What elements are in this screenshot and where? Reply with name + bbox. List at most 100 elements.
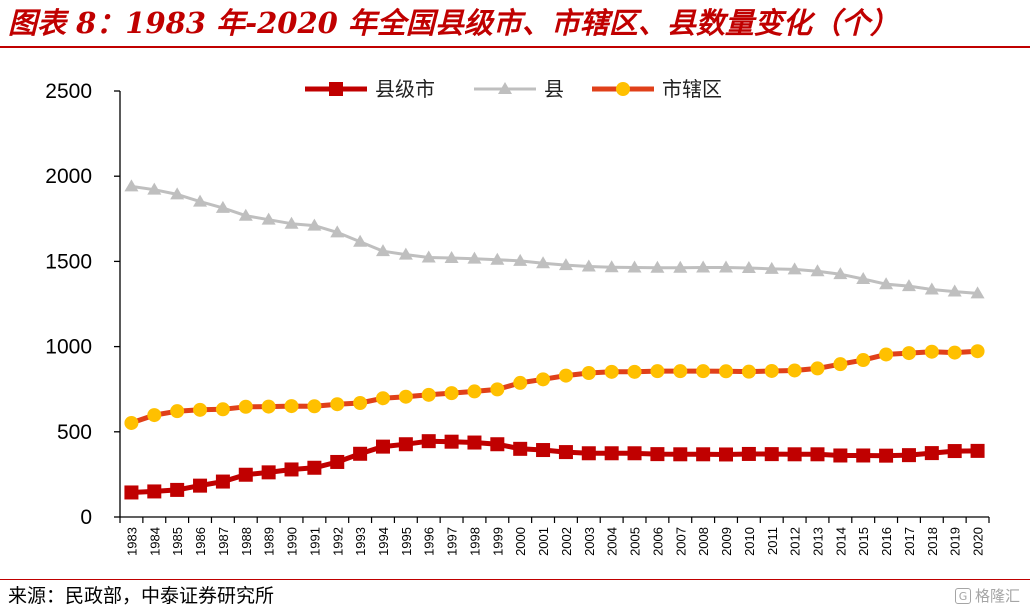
- data-point: [147, 182, 162, 195]
- data-point: [467, 384, 482, 399]
- x-tick-label: 1999: [490, 527, 505, 556]
- data-point: [650, 260, 665, 273]
- data-point: [901, 279, 916, 292]
- data-point: [924, 446, 939, 461]
- data-point: [330, 454, 345, 469]
- x-tick-label: 2016: [879, 527, 894, 556]
- x-tick-label: 2000: [513, 527, 528, 556]
- data-point: [330, 225, 345, 238]
- data-point: [856, 448, 871, 463]
- data-point: [673, 447, 688, 462]
- title-underline: [0, 46, 1030, 48]
- data-point: [924, 344, 939, 359]
- data-point: [833, 357, 848, 372]
- x-tick-label: 1993: [353, 527, 368, 556]
- legend-label: 县: [544, 77, 564, 101]
- data-point: [284, 399, 299, 414]
- x-tick-label: 1997: [445, 527, 460, 556]
- data-point: [581, 446, 596, 461]
- series-circle: [124, 344, 985, 430]
- data-point: [193, 402, 208, 417]
- data-point: [170, 482, 185, 497]
- data-point: [536, 443, 551, 458]
- x-tick-label: 1994: [376, 527, 391, 556]
- data-point: [490, 252, 505, 265]
- data-point: [764, 447, 779, 462]
- data-point: [307, 460, 322, 475]
- x-tick-label: 2008: [696, 527, 711, 556]
- data-point: [810, 264, 825, 277]
- data-point: [810, 361, 825, 376]
- source-note: 来源：民政部，中泰证券研究所: [8, 585, 275, 607]
- data-point: [193, 478, 208, 493]
- data-point: [581, 366, 596, 381]
- data-point: [147, 408, 162, 423]
- x-tick-label: 1995: [399, 527, 414, 556]
- x-tick-label: 2007: [673, 527, 688, 556]
- data-point: [215, 474, 230, 489]
- data-point: [673, 364, 688, 379]
- data-point: [924, 282, 939, 295]
- legend-item: 县: [474, 77, 564, 101]
- x-tick-label: 2012: [788, 527, 803, 556]
- x-tick-label: 1998: [467, 527, 482, 556]
- data-point: [307, 218, 322, 231]
- data-point: [558, 258, 573, 271]
- data-point: [673, 260, 688, 273]
- x-tick-label: 2003: [582, 527, 597, 556]
- data-point: [421, 387, 436, 402]
- data-point: [398, 389, 413, 404]
- data-point: [627, 364, 642, 379]
- legend-swatch-marker: [498, 82, 512, 94]
- data-point: [856, 271, 871, 284]
- data-point: [513, 375, 528, 390]
- x-tick-label: 2005: [628, 527, 643, 556]
- data-point: [215, 200, 230, 213]
- data-point: [444, 250, 459, 263]
- data-point: [467, 435, 482, 450]
- series-triangle: [124, 179, 985, 299]
- data-point: [856, 353, 871, 368]
- data-point: [879, 277, 894, 290]
- chart-legend: 县级市 县 市辖区: [305, 77, 722, 101]
- legend-swatch-marker: [616, 82, 630, 96]
- x-tick-label: 2017: [902, 527, 917, 556]
- x-tick-label: 1987: [216, 527, 231, 556]
- x-tick-label: 2011: [765, 527, 780, 555]
- x-tick-label: 1991: [307, 527, 322, 556]
- data-point: [650, 364, 665, 379]
- data-point: [536, 372, 551, 387]
- data-point: [970, 286, 985, 299]
- source-divider: [0, 579, 1030, 580]
- data-point: [833, 448, 848, 463]
- data-point: [741, 261, 756, 274]
- data-point: [375, 391, 390, 406]
- x-tick-label: 1989: [262, 527, 277, 556]
- legend-item: 市辖区: [592, 77, 722, 101]
- data-point: [375, 244, 390, 257]
- data-point: [421, 250, 436, 263]
- data-point: [879, 448, 894, 463]
- data-point: [170, 187, 185, 200]
- x-tick-label: 1996: [422, 527, 437, 556]
- data-point: [947, 345, 962, 360]
- data-point: [398, 247, 413, 260]
- data-point: [238, 399, 253, 414]
- y-tick-label: 500: [57, 421, 92, 444]
- data-point: [398, 437, 413, 452]
- x-tick-label: 2013: [810, 527, 825, 556]
- data-point: [604, 446, 619, 461]
- x-tick-label: 1983: [124, 527, 139, 556]
- data-point: [261, 465, 276, 480]
- y-tick-label: 2500: [45, 80, 92, 103]
- x-tick-label: 2009: [719, 527, 734, 556]
- figure-title: 图表 8：1983 年-2020 年全国县级市、市辖区、县数量变化（个）: [8, 6, 899, 40]
- data-point: [513, 253, 528, 266]
- data-point: [238, 208, 253, 221]
- data-point: [444, 386, 459, 401]
- series-line: [131, 184, 978, 295]
- x-tick-label: 2001: [536, 527, 551, 556]
- series-square: [124, 434, 985, 500]
- data-point: [353, 234, 368, 247]
- data-point: [741, 364, 756, 379]
